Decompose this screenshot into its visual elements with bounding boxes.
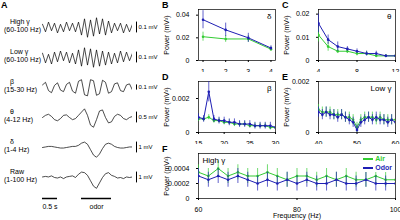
svg-text:30: 30 bbox=[272, 140, 280, 144]
svg-text:0.1 mV: 0.1 mV bbox=[139, 24, 158, 30]
html-text:A: A bbox=[1, 0, 8, 10]
svg-text:0: 0 bbox=[306, 129, 310, 136]
svg-text:1: 1 bbox=[201, 68, 205, 72]
html-text:High γ: High γ bbox=[10, 18, 30, 25]
svg-text:Power (mV²): Power (mV²) bbox=[163, 87, 171, 126]
svg-text:20: 20 bbox=[220, 140, 228, 144]
svg-text:0.1 mV: 0.1 mV bbox=[139, 54, 158, 60]
html-text:δ: δ bbox=[10, 138, 14, 145]
svg-text:60: 60 bbox=[195, 206, 203, 213]
svg-text:0.02: 0.02 bbox=[296, 10, 310, 17]
svg-text:0.04: 0.04 bbox=[176, 11, 190, 18]
svg-text:3: 3 bbox=[246, 68, 250, 72]
svg-text:25: 25 bbox=[246, 140, 254, 144]
svg-text:4: 4 bbox=[317, 68, 321, 72]
svg-text:80: 80 bbox=[293, 206, 301, 214]
svg-text:0.002: 0.002 bbox=[292, 78, 310, 85]
html-text:Raw: Raw bbox=[10, 168, 24, 175]
svg-text:δ: δ bbox=[267, 12, 272, 21]
svg-text:1 mV: 1 mV bbox=[139, 144, 153, 150]
svg-text:0.1 mV: 0.1 mV bbox=[139, 84, 158, 90]
svg-text:odor: odor bbox=[89, 203, 104, 210]
svg-text:Frequency (Hz): Frequency (Hz) bbox=[273, 212, 321, 220]
svg-text:8: 8 bbox=[355, 68, 359, 72]
svg-text:0: 0 bbox=[186, 57, 190, 64]
svg-text:0: 0 bbox=[186, 195, 190, 202]
svg-text:High γ: High γ bbox=[203, 156, 226, 165]
svg-text:100: 100 bbox=[390, 206, 400, 213]
html-text:β: β bbox=[10, 78, 14, 85]
svg-text:15: 15 bbox=[195, 140, 203, 144]
svg-text:β: β bbox=[267, 84, 272, 93]
html-text:(60-100 Hz): (60-100 Hz) bbox=[4, 26, 41, 33]
html-text:Low γ: Low γ bbox=[10, 48, 29, 55]
svg-text:0: 0 bbox=[306, 57, 310, 64]
svg-text:0.0002: 0.0002 bbox=[168, 180, 190, 187]
svg-text:0.5 mV: 0.5 mV bbox=[139, 114, 158, 120]
svg-text:2: 2 bbox=[224, 68, 228, 72]
svg-text:0.01: 0.01 bbox=[296, 34, 310, 41]
svg-text:Power (mV²): Power (mV²) bbox=[163, 156, 171, 195]
svg-text:40: 40 bbox=[315, 140, 323, 144]
svg-text:4: 4 bbox=[269, 68, 273, 72]
svg-text:Low γ: Low γ bbox=[371, 84, 392, 93]
html-text:(1-4 Hz): (1-4 Hz) bbox=[4, 146, 30, 153]
html-text:B: B bbox=[162, 0, 169, 10]
svg-text:Power (mV²): Power (mV²) bbox=[283, 87, 291, 126]
html-text:C: C bbox=[282, 0, 289, 10]
html-text:(4-12 Hz): (4-12 Hz) bbox=[4, 116, 34, 123]
html-text:F: F bbox=[162, 144, 168, 154]
svg-text:0.02: 0.02 bbox=[176, 34, 190, 41]
svg-text:0.002: 0.002 bbox=[172, 95, 190, 102]
svg-text:60: 60 bbox=[392, 140, 400, 144]
html-text:Odor: Odor bbox=[375, 164, 392, 171]
svg-text:Power (mV²): Power (mV²) bbox=[163, 15, 171, 54]
svg-text:50: 50 bbox=[353, 140, 361, 144]
svg-text:θ: θ bbox=[387, 12, 392, 21]
svg-text:0.0004: 0.0004 bbox=[168, 165, 190, 172]
html-text:D: D bbox=[162, 72, 169, 82]
svg-text:1 mV: 1 mV bbox=[139, 174, 153, 180]
html-text:Air: Air bbox=[375, 155, 385, 162]
svg-text:0: 0 bbox=[186, 129, 190, 136]
html-text:E: E bbox=[282, 72, 288, 82]
html-text:(1-100 Hz): (1-100 Hz) bbox=[4, 176, 38, 183]
svg-text:0.5 s: 0.5 s bbox=[42, 203, 58, 210]
svg-text:12: 12 bbox=[392, 68, 400, 72]
html-text:(60-100 Hz): (60-100 Hz) bbox=[4, 56, 41, 63]
svg-text:Power (mV²): Power (mV²) bbox=[283, 15, 291, 54]
html-text:(15-30 Hz): (15-30 Hz) bbox=[4, 86, 38, 93]
html-text:θ: θ bbox=[10, 108, 14, 115]
